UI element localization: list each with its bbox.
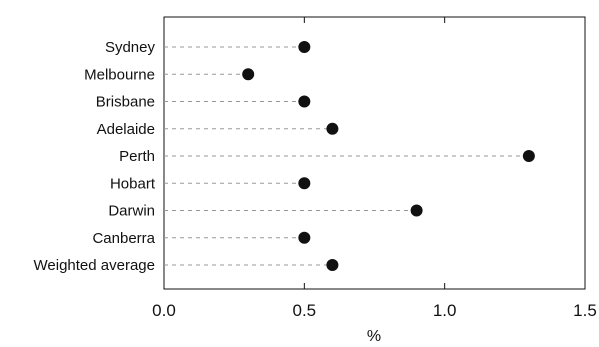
x-axis-ticks: 0.0 0.5 1.0 1.5 bbox=[152, 17, 597, 320]
data-point bbox=[298, 95, 311, 108]
category-labels: Sydney Melbourne Brisbane Adelaide Perth Hoba… bbox=[34, 39, 156, 274]
data-point bbox=[522, 150, 535, 162]
data-point bbox=[326, 122, 339, 135]
x-axis-title: % bbox=[367, 328, 381, 345]
data-point bbox=[298, 177, 311, 190]
category-label: Weighted average bbox=[34, 257, 155, 274]
x-tick-label: 0.5 bbox=[293, 301, 317, 320]
category-label: Darwin bbox=[108, 203, 155, 220]
data-points bbox=[242, 41, 535, 271]
data-point bbox=[298, 41, 311, 53]
plot-frame bbox=[163, 16, 586, 290]
category-label: Brisbane bbox=[96, 94, 155, 111]
category-label: Adelaide bbox=[97, 121, 155, 138]
data-point bbox=[242, 68, 255, 81]
x-tick-label: 0.0 bbox=[152, 301, 176, 320]
leader-lines bbox=[164, 46, 529, 266]
data-point bbox=[326, 259, 339, 271]
data-point bbox=[410, 204, 423, 217]
category-label: Hobart bbox=[110, 175, 156, 192]
x-tick-label: 1.0 bbox=[433, 301, 457, 320]
category-label: Perth bbox=[119, 148, 155, 165]
data-point bbox=[298, 231, 311, 244]
category-label: Sydney bbox=[105, 39, 156, 56]
x-tick-label: 1.5 bbox=[573, 301, 597, 320]
category-label: Melbourne bbox=[84, 66, 155, 83]
category-label: Canberra bbox=[92, 230, 155, 247]
